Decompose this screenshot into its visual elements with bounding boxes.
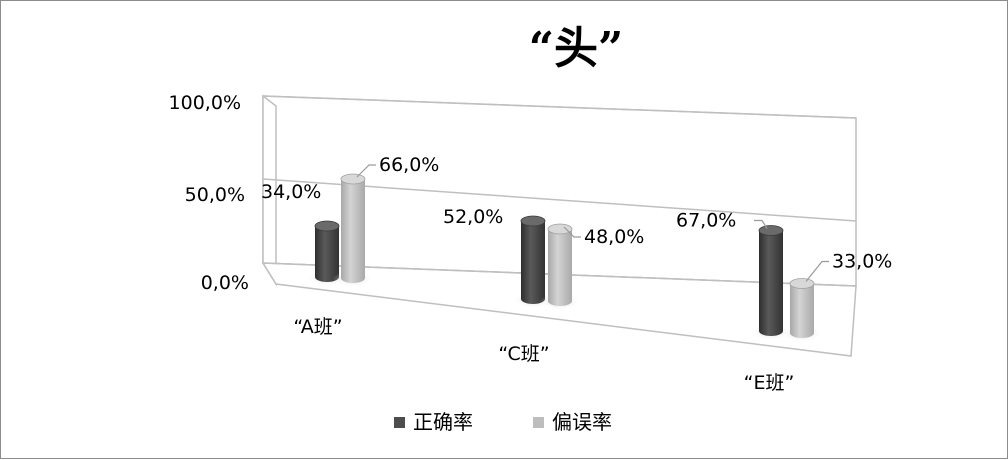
bar (759, 230, 783, 336)
data-label-leader (563, 226, 581, 238)
y-tick-label: 0,0% (201, 272, 249, 294)
labels-layer: 34,0% 66,0% 52,0% 48,0% 67,0% 33,0% (261, 154, 892, 282)
bar-top (789, 278, 815, 289)
data-label: 66,0% (379, 154, 439, 176)
category-label-a: “A班” (293, 316, 342, 338)
bar-top (340, 173, 366, 185)
bar (548, 229, 572, 306)
bar (341, 179, 365, 283)
legend-swatch-error (533, 417, 544, 428)
category-label-c: “C班” (498, 343, 549, 365)
bar-top (758, 225, 784, 236)
data-label: 67,0% (676, 210, 736, 232)
data-label: 33,0% (832, 251, 892, 273)
data-label-leader (805, 260, 829, 282)
bar-top (520, 215, 546, 227)
bar (315, 226, 339, 282)
bars-layer (306, 173, 823, 342)
category-label-e: “E班” (744, 372, 795, 394)
legend-swatch-correct (394, 417, 405, 428)
data-label-leader (356, 164, 376, 178)
bar (790, 283, 814, 338)
legend-label-error: 偏误率 (552, 410, 612, 434)
legend: 正确率 偏误率 (394, 410, 612, 434)
gridline-100 (262, 95, 857, 119)
bar-top (547, 223, 573, 235)
data-label: 48,0% (584, 226, 644, 248)
legend-label-correct: 正确率 (413, 410, 473, 434)
data-label: 34,0% (261, 181, 321, 203)
y-tick-label: 100,0% (169, 92, 241, 114)
data-label-leader (754, 219, 768, 229)
bar (521, 221, 545, 304)
bar-top (314, 220, 340, 232)
y-tick-label: 50,0% (185, 184, 245, 206)
chart-title: “头” (529, 23, 624, 74)
data-label: 52,0% (443, 206, 503, 228)
